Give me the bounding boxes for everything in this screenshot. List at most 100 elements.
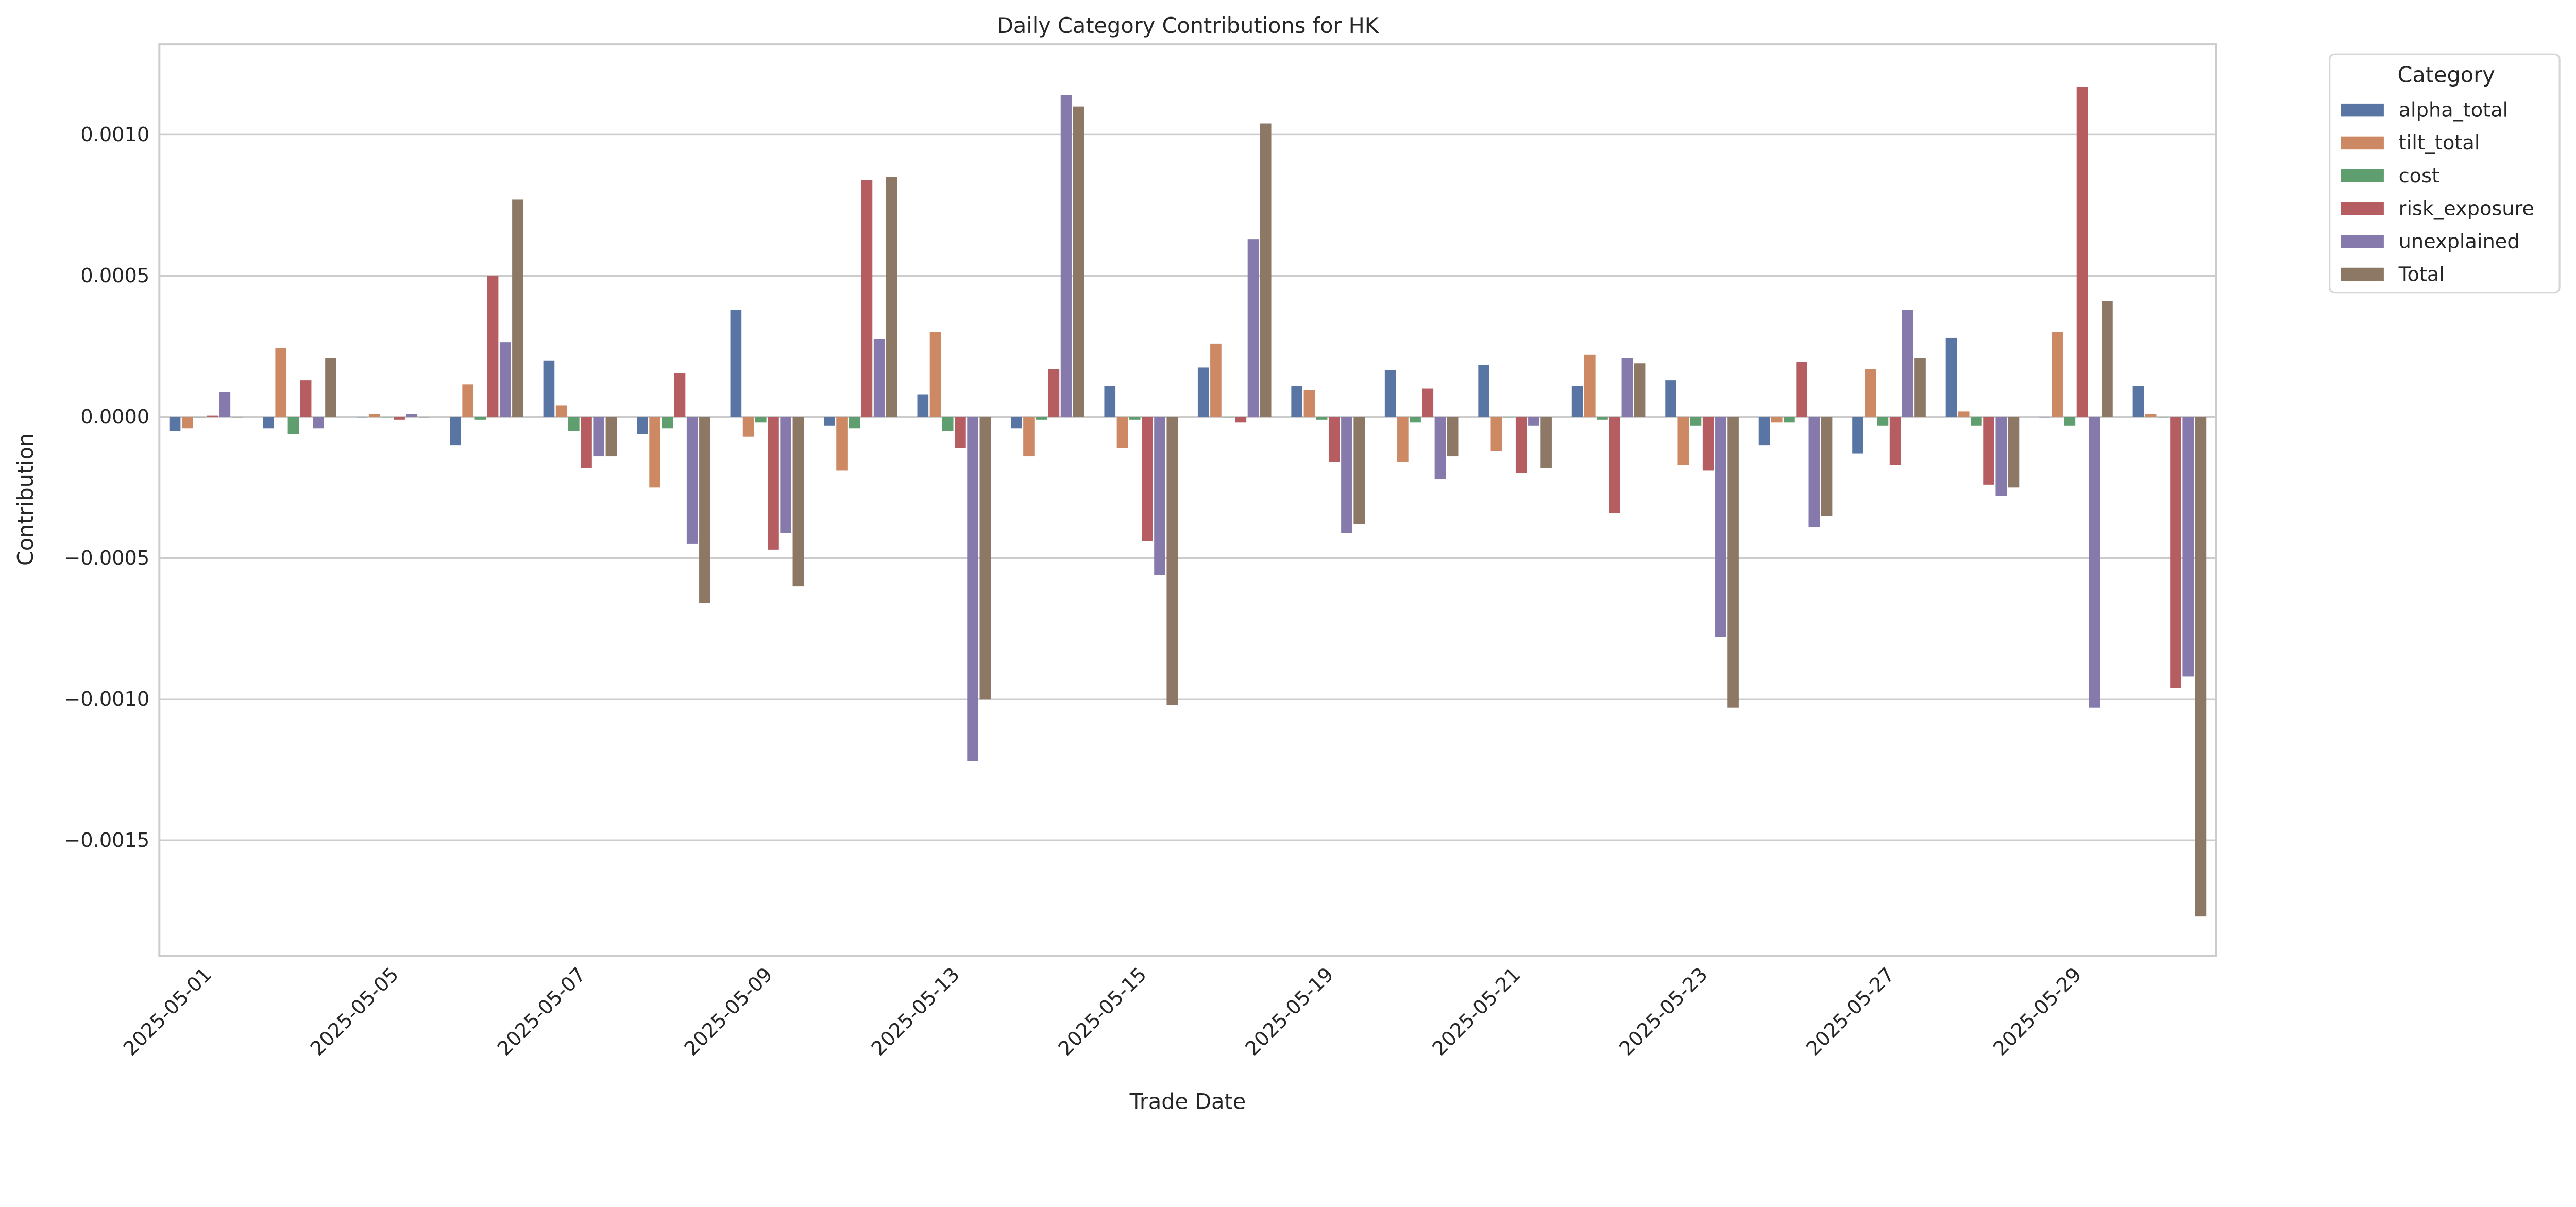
bar-unexplained — [686, 417, 698, 544]
y-tick-label: 0.0000 — [80, 405, 149, 429]
bar-tilt-total — [1116, 417, 1128, 448]
bar-total — [1073, 106, 1084, 417]
bar-unexplained — [1902, 310, 1913, 417]
bar-alpha-total — [637, 417, 648, 434]
legend-swatch — [2341, 267, 2384, 281]
x-tick-label: 2025-05-15 — [1054, 963, 1151, 1060]
bar-cost — [1784, 417, 1795, 423]
bar-risk-exposure — [1422, 388, 1434, 417]
bar-unexplained — [1715, 417, 1726, 637]
bar-risk-exposure — [1328, 417, 1340, 463]
bar-unexplained — [1341, 417, 1352, 533]
bar-tilt-total — [1958, 411, 1970, 417]
bar-tilt-total — [555, 405, 567, 417]
bar-alpha-total — [1852, 417, 1863, 454]
bar-unexplained — [593, 417, 605, 457]
bar-risk-exposure — [394, 417, 405, 420]
bar-alpha-total — [1010, 417, 1022, 429]
bar-unexplained — [1154, 417, 1165, 575]
bar-risk-exposure — [1702, 417, 1714, 471]
bar-total — [979, 417, 991, 700]
bar-risk-exposure — [2076, 87, 2088, 417]
bar-cost — [1129, 417, 1141, 420]
bar-risk-exposure — [487, 276, 499, 417]
legend-title: Category — [2397, 62, 2495, 87]
bar-unexplained — [1060, 95, 1072, 417]
bar-unexplained — [1434, 417, 1446, 479]
bar-tilt-total — [275, 348, 287, 417]
x-tick-label: 2025-05-05 — [306, 963, 403, 1060]
bar-unexplained — [2182, 417, 2194, 677]
legend-swatch — [2341, 136, 2384, 150]
bar-cost — [568, 417, 580, 431]
y-tick-label: −0.0010 — [64, 688, 149, 711]
bar-risk-exposure — [1515, 417, 1527, 473]
bar-risk-exposure — [300, 380, 312, 417]
bar-unexplained — [967, 417, 978, 761]
bar-total — [1821, 417, 1833, 516]
bar-unexplained — [219, 392, 231, 417]
bar-cost — [1971, 417, 1982, 426]
bar-risk-exposure — [768, 417, 779, 550]
bar-tilt-total — [649, 417, 660, 488]
bar-unexplained — [1995, 417, 2007, 496]
legend-swatch — [2341, 234, 2384, 248]
bar-alpha-total — [730, 310, 742, 417]
bar-risk-exposure — [1609, 417, 1621, 513]
bar-alpha-total — [1758, 417, 1770, 446]
bar-tilt-total — [742, 417, 754, 437]
bar-tilt-total — [2052, 332, 2063, 417]
bar-total — [512, 199, 523, 417]
x-tick-label: 2025-05-19 — [1241, 963, 1338, 1060]
bar-total — [792, 417, 804, 587]
bar-total — [1914, 358, 1926, 417]
legend-label: risk_exposure — [2399, 197, 2534, 220]
bar-cost — [1316, 417, 1328, 420]
bar-cost — [662, 417, 673, 429]
bar-tilt-total — [929, 332, 941, 417]
bar-cost — [755, 417, 767, 423]
legend-label: Total — [2398, 263, 2445, 286]
x-tick-label: 2025-05-29 — [1989, 963, 2086, 1060]
bar-total — [2102, 301, 2113, 417]
bar-risk-exposure — [2170, 417, 2181, 688]
bar-total — [1447, 417, 1459, 457]
x-tick-label: 2025-05-23 — [1615, 963, 1712, 1060]
y-tick-label: 0.0010 — [80, 123, 149, 146]
y-tick-label: 0.0005 — [80, 264, 149, 287]
bar-risk-exposure — [1889, 417, 1901, 465]
bar-tilt-total — [1490, 417, 1502, 451]
bar-risk-exposure — [1983, 417, 1994, 485]
bar-cost — [1690, 417, 1702, 426]
bar-risk-exposure — [1796, 362, 1807, 417]
bar-total — [699, 417, 710, 603]
bar-risk-exposure — [1235, 417, 1247, 423]
legend-frame — [2329, 53, 2561, 294]
bar-risk-exposure — [1142, 417, 1153, 541]
bar-alpha-total — [450, 417, 461, 446]
bar-alpha-total — [1945, 337, 1957, 417]
bar-total — [1353, 417, 1365, 524]
bar-unexplained — [312, 417, 324, 429]
bar-risk-exposure — [581, 417, 592, 468]
bar-tilt-total — [1397, 417, 1409, 463]
bars — [169, 87, 2207, 917]
bar-cost — [849, 417, 860, 429]
bar-alpha-total — [1478, 364, 1489, 417]
bar-tilt-total — [1865, 369, 1876, 417]
bar-tilt-total — [1584, 354, 1596, 417]
y-tick-label: −0.0015 — [64, 829, 149, 852]
bar-alpha-total — [1291, 386, 1303, 417]
bar-total — [2008, 417, 2020, 488]
bar-total — [1166, 417, 1178, 705]
bar-total — [1260, 123, 1272, 417]
bar-tilt-total — [2145, 414, 2157, 417]
x-tick-label: 2025-05-07 — [493, 963, 590, 1060]
bar-risk-exposure — [861, 180, 873, 417]
bar-tilt-total — [368, 414, 380, 417]
x-tick-label: 2025-05-21 — [1428, 963, 1525, 1060]
bar-chart: −0.0015−0.0010−0.00050.00000.00050.0010 … — [13, 13, 2561, 1114]
bar-risk-exposure — [1048, 369, 1060, 417]
bar-unexplained — [499, 342, 511, 417]
bar-unexplained — [406, 414, 418, 417]
